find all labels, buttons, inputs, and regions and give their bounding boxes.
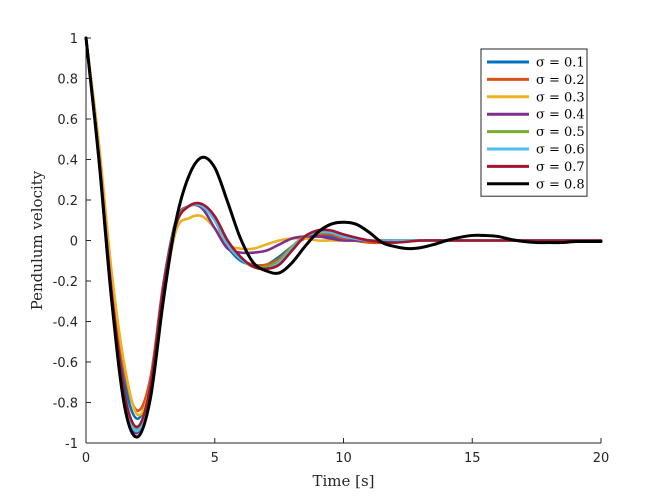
legend-label: σ = 0.6 — [536, 143, 585, 158]
y-tick-label: -0.8 — [53, 397, 78, 412]
legend-label: σ = 0.1 — [536, 56, 585, 71]
legend-label: σ = 0.7 — [536, 160, 585, 175]
y-tick-labels: 1 0.8 0.6 0.4 0.2 0 -0.2 -0.4 -0.6 -0.8 -1 — [53, 32, 78, 452]
y-tick-label: 0.4 — [57, 154, 78, 169]
axes — [85, 37, 602, 444]
legend-label: σ = 0.3 — [536, 90, 585, 105]
legend-label: σ = 0.4 — [536, 108, 585, 123]
y-tick-label: 0.2 — [57, 194, 78, 209]
series-lines — [84, 36, 603, 439]
x-tick-label: 15 — [464, 451, 481, 466]
legend-label: σ = 0.8 — [536, 177, 585, 192]
legend-label: σ = 0.5 — [536, 125, 585, 140]
y-tick-label: 0.6 — [57, 113, 78, 128]
y-tick-label: 0.8 — [57, 73, 78, 88]
y-tick-label: 1 — [70, 32, 78, 47]
y-tick-label: -0.4 — [53, 316, 78, 331]
x-tick-label: 5 — [211, 451, 219, 466]
x-tick-label: 0 — [82, 451, 90, 466]
y-tick-label: 0 — [70, 235, 78, 250]
y-tick-label: -0.6 — [53, 356, 78, 371]
legend-box — [480, 48, 588, 197]
legend-label: σ = 0.2 — [536, 73, 585, 88]
y-axis-label: Pendulum velocity — [28, 170, 46, 310]
x-tick-label: 20 — [593, 451, 610, 466]
y-tick-label: -1 — [65, 437, 78, 452]
y-tick-label: -0.2 — [53, 275, 78, 290]
x-tick-label: 10 — [335, 451, 352, 466]
legend: σ = 0.1 σ = 0.2 σ = 0.3 σ = 0.4 σ = 0.5 σ = 0… — [480, 48, 588, 197]
x-axis-label: Time [s] — [312, 472, 374, 490]
x-tick-labels: 0 5 10 15 20 — [82, 451, 609, 466]
series-line-7 — [84, 36, 603, 429]
series-line-8 — [84, 36, 603, 439]
